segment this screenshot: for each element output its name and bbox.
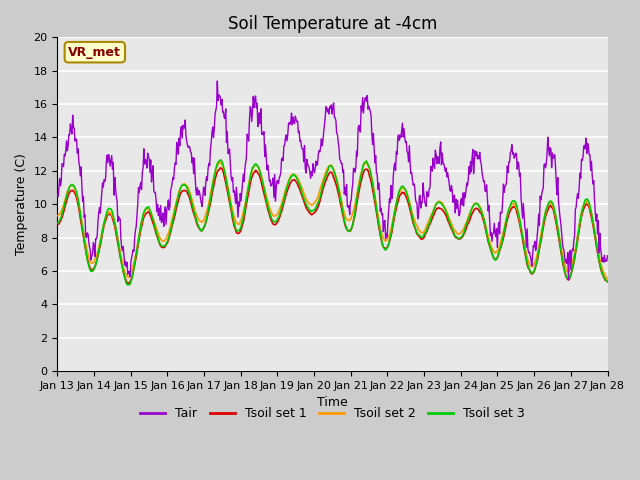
Tsoil set 1 [54,221,61,227]
Tsoil set 1 [177,190,184,196]
Tair [214,78,221,84]
Tair [176,143,184,149]
Tsoil set 3 [218,157,225,163]
Tair [416,192,424,198]
Tsoil set 1 [125,280,132,286]
Y-axis label: Temperature (C): Temperature (C) [15,153,28,255]
Tair [120,252,128,258]
Tair [63,148,71,154]
Tsoil set 1 [604,279,611,285]
Tair [400,126,408,132]
Tair [564,277,572,283]
Text: VR_met: VR_met [68,46,121,59]
Line: Tsoil set 3: Tsoil set 3 [58,160,607,285]
Tsoil set 2 [63,189,71,194]
Tsoil set 2 [120,266,128,272]
Tsoil set 1 [216,165,224,171]
Tsoil set 3 [604,279,611,285]
Tair [205,160,212,166]
Tsoil set 3 [401,186,408,192]
Tsoil set 2 [416,228,424,234]
Tsoil set 3 [206,200,214,206]
Tsoil set 2 [400,185,408,191]
Tsoil set 3 [177,185,184,191]
Tsoil set 1 [63,195,71,201]
Legend: Tair, Tsoil set 1, Tsoil set 2, Tsoil set 3: Tair, Tsoil set 1, Tsoil set 2, Tsoil se… [135,402,530,425]
Tsoil set 3 [417,234,425,240]
Tsoil set 3 [63,191,71,196]
Tair [604,253,611,259]
Tsoil set 2 [216,159,224,165]
Tsoil set 3 [54,220,61,226]
Tsoil set 3 [120,272,128,277]
Tsoil set 1 [206,204,214,209]
Tair [54,192,61,198]
Tsoil set 2 [54,213,61,218]
Title: Soil Temperature at -4cm: Soil Temperature at -4cm [228,15,437,33]
X-axis label: Time: Time [317,396,348,409]
Tsoil set 1 [120,272,128,277]
Tsoil set 2 [176,187,184,192]
Line: Tsoil set 2: Tsoil set 2 [58,162,607,278]
Line: Tair: Tair [58,81,607,280]
Tsoil set 1 [417,236,425,242]
Tsoil set 1 [401,191,408,197]
Tsoil set 2 [205,200,212,205]
Line: Tsoil set 1: Tsoil set 1 [58,168,607,283]
Tsoil set 2 [604,276,611,281]
Tsoil set 3 [124,282,132,288]
